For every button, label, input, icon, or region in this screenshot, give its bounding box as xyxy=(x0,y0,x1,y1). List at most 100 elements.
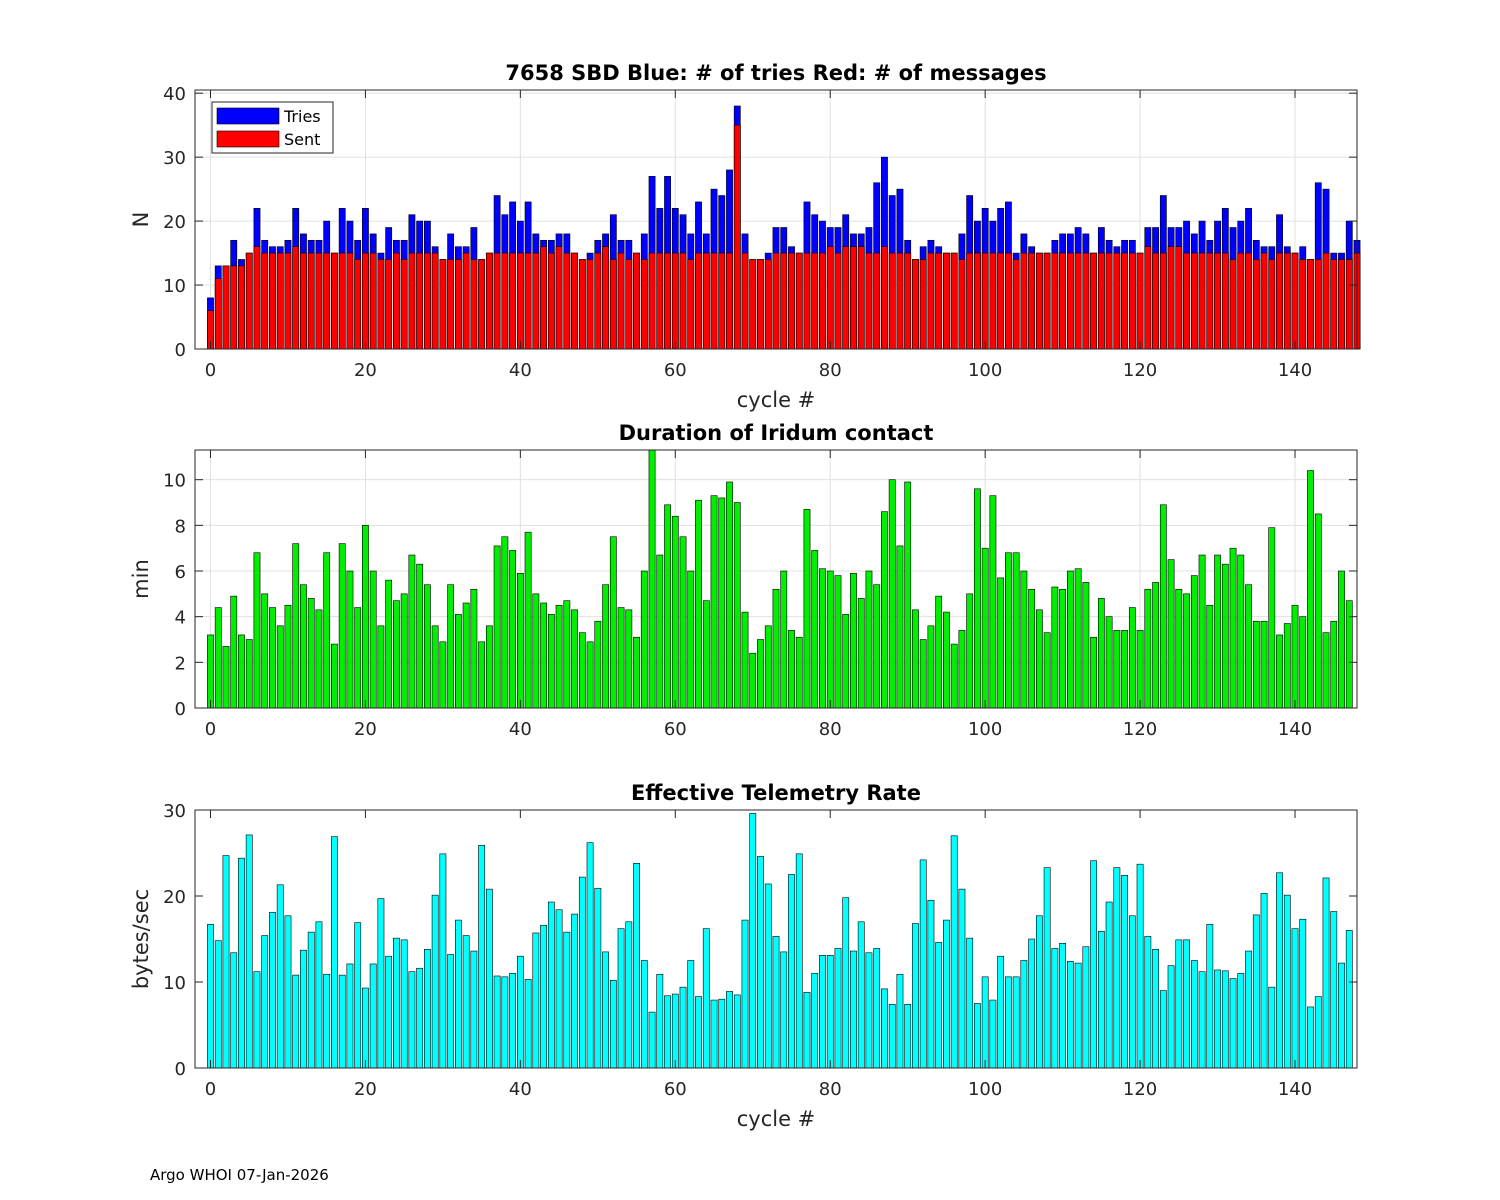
bar-duration-125 xyxy=(1175,588,1183,709)
bar-rate-145 xyxy=(1330,911,1338,1069)
bar-duration-109 xyxy=(1051,586,1059,709)
bar-duration-100 xyxy=(981,547,989,709)
chart-title: 7658 SBD Blue: # of tries Red: # of mess… xyxy=(505,61,1046,85)
bar-duration-19 xyxy=(354,607,362,709)
y-tick-label: 6 xyxy=(175,562,186,583)
bar-rate-66 xyxy=(718,998,726,1069)
bar-duration-93 xyxy=(927,625,935,709)
bar-sent-114 xyxy=(1090,252,1098,350)
bar-rate-102 xyxy=(997,955,1005,1069)
bar-sent-28 xyxy=(424,252,431,350)
bar-duration-21 xyxy=(369,570,377,709)
bar-sent-147 xyxy=(1345,259,1353,350)
bar-duration-34 xyxy=(470,588,478,709)
bar-rate-92 xyxy=(919,859,927,1069)
y-tick-label: 8 xyxy=(175,516,186,537)
bar-rate-135 xyxy=(1252,914,1260,1069)
bar-sent-55 xyxy=(633,252,640,350)
bar-sent-58 xyxy=(656,252,664,350)
bar-duration-45 xyxy=(555,604,563,709)
bar-rate-103 xyxy=(1005,976,1012,1069)
bar-sent-133 xyxy=(1237,252,1245,350)
bar-rate-96 xyxy=(950,835,958,1069)
bar-sent-60 xyxy=(671,252,679,350)
bar-rate-37 xyxy=(493,975,501,1069)
bar-duration-74 xyxy=(780,570,788,709)
bar-sent-123 xyxy=(1159,252,1167,350)
bar-rate-106 xyxy=(1028,938,1036,1069)
bar-sent-82 xyxy=(842,246,850,350)
bar-duration-68 xyxy=(733,502,741,709)
bar-rate-18 xyxy=(346,963,354,1069)
bar-sent-115 xyxy=(1097,252,1105,350)
bar-sent-7 xyxy=(261,252,269,350)
bar-rate-139 xyxy=(1283,894,1291,1069)
bar-rate-63 xyxy=(695,996,702,1069)
bar-duration-107 xyxy=(1035,609,1043,709)
y-tick-label: 4 xyxy=(175,608,186,629)
bar-sent-24 xyxy=(393,252,400,350)
bar-rate-49 xyxy=(586,842,594,1069)
x-tick-label: 40 xyxy=(509,1079,532,1100)
bar-sent-125 xyxy=(1175,246,1183,350)
bar-rate-108 xyxy=(1043,867,1051,1069)
bar-duration-27 xyxy=(416,563,424,709)
bar-rate-136 xyxy=(1260,893,1268,1069)
bar-duration-1 xyxy=(214,607,222,709)
bar-sent-52 xyxy=(609,259,617,350)
bar-duration-83 xyxy=(850,572,857,709)
bar-rate-58 xyxy=(656,973,664,1069)
bar-duration-87 xyxy=(881,511,888,709)
bar-sent-22 xyxy=(377,259,385,350)
bar-rate-11 xyxy=(292,974,300,1069)
bar-rate-27 xyxy=(416,967,424,1069)
footer-credit: Argo WHOI 07-Jan-2026 xyxy=(150,1166,329,1184)
bar-rate-110 xyxy=(1059,942,1067,1069)
bar-rate-120 xyxy=(1136,863,1144,1069)
bar-duration-3 xyxy=(230,595,238,709)
bar-duration-13 xyxy=(307,598,315,709)
bar-rate-90 xyxy=(904,1004,912,1069)
bar-duration-20 xyxy=(362,525,369,709)
bar-sent-35 xyxy=(478,259,486,350)
bar-sent-96 xyxy=(950,252,958,350)
bar-duration-139 xyxy=(1283,623,1291,709)
bar-rate-17 xyxy=(338,974,346,1069)
bar-sent-86 xyxy=(873,252,881,350)
bar-rate-100 xyxy=(981,976,989,1069)
legend-swatch-tries xyxy=(216,107,280,125)
bar-rate-38 xyxy=(501,976,509,1069)
bar-rate-45 xyxy=(555,909,563,1069)
bar-sent-76 xyxy=(795,252,803,350)
x-tick-label: 100 xyxy=(968,360,1002,381)
bar-duration-80 xyxy=(826,570,834,709)
bar-sent-135 xyxy=(1252,259,1260,350)
bar-duration-92 xyxy=(919,639,927,709)
bar-duration-23 xyxy=(385,579,393,709)
bar-rate-28 xyxy=(424,949,431,1069)
bar-rate-116 xyxy=(1105,901,1113,1069)
bar-duration-17 xyxy=(338,543,346,709)
x-tick-label: 40 xyxy=(509,719,532,740)
bar-sent-104 xyxy=(1012,259,1020,350)
y-tick-label: 0 xyxy=(175,699,186,720)
bar-rate-59 xyxy=(664,995,671,1069)
panel-1: 0 20 40 60 80 100 120 140 0 10 20 30 40 7658 SBD Blue… xyxy=(129,61,1361,412)
bar-rate-118 xyxy=(1121,875,1128,1069)
bar-sent-92 xyxy=(919,259,927,350)
x-tick-label: 0 xyxy=(205,719,216,740)
bar-sent-79 xyxy=(819,252,826,350)
bar-duration-110 xyxy=(1059,588,1067,709)
bar-rate-43 xyxy=(540,924,547,1069)
bar-sent-67 xyxy=(726,252,733,350)
x-tick-label: 0 xyxy=(205,360,216,381)
bar-sent-46 xyxy=(563,252,571,350)
bar-rate-93 xyxy=(927,899,935,1069)
bar-rate-113 xyxy=(1082,946,1090,1069)
bar-duration-25 xyxy=(400,593,408,709)
bar-duration-108 xyxy=(1043,632,1051,709)
bar-sent-12 xyxy=(300,252,307,350)
bar-sent-33 xyxy=(462,252,470,350)
bar-duration-31 xyxy=(447,584,455,709)
bar-duration-112 xyxy=(1074,568,1082,709)
